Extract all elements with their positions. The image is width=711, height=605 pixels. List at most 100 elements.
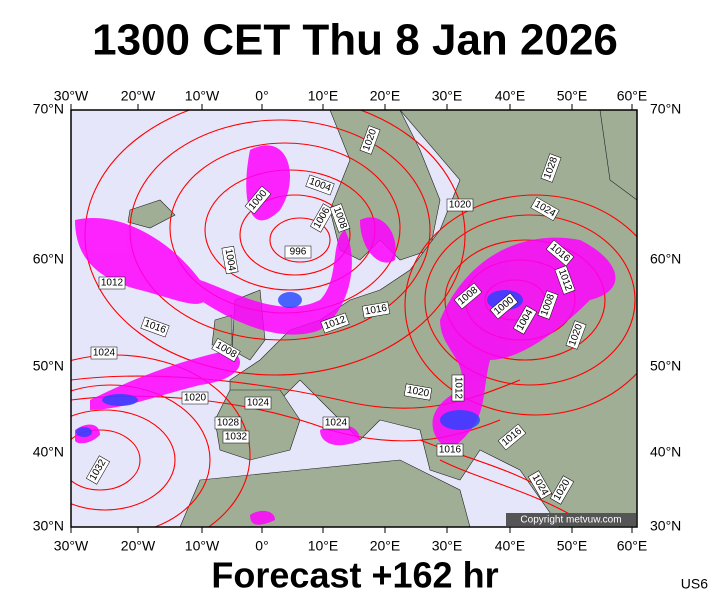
isobars (71, 110, 637, 527)
isobar-label-box (451, 374, 465, 402)
isobar-label-box (181, 391, 209, 405)
isobar-label-box (436, 443, 464, 457)
isobar-label-box (549, 475, 575, 505)
isobar-label-text: 1024 (325, 418, 348, 429)
isobar-label-box (540, 153, 562, 183)
isobar-label-text: 1032 (225, 432, 248, 443)
isobar-label-box (221, 245, 239, 275)
lon-label-top: 20°W (121, 88, 156, 104)
isobar-label: 1020 (403, 383, 433, 401)
lat-label-right: 50°N (650, 358, 681, 374)
isobar-label-box (403, 383, 433, 401)
isobar-label: 1020 (181, 391, 209, 405)
lat-label-left: 70°N (33, 101, 64, 117)
isobar-label-box (554, 265, 576, 295)
copyright: Copyright metvuw.com (520, 515, 621, 526)
lon-label-top: 40°E (495, 88, 526, 104)
isobar-label-box (309, 203, 335, 233)
lon-label-top: 10°W (185, 88, 220, 104)
isobar-label: 1004 (221, 245, 239, 275)
isobar-label-text: 1020 (449, 200, 472, 211)
isobar-label: 996 (284, 245, 312, 259)
lon-label-bottom: 10°E (308, 538, 339, 554)
isobar-label-text: 1020 (184, 393, 207, 404)
forecast-label: Forecast +162 hr (211, 555, 498, 596)
isobar-label-text: 1020 (406, 385, 430, 400)
isobar-label-box (211, 337, 241, 363)
lat-label-right: 30°N (650, 518, 681, 534)
isobar-label-text: 1012 (101, 278, 124, 289)
lon-label-top: 50°E (557, 88, 588, 104)
lat-label-right: 40°N (650, 444, 681, 460)
isobar-label: 1012 (451, 374, 465, 402)
lat-label-right: 60°N (650, 251, 681, 267)
isobar-label-box (537, 290, 559, 320)
isobar-label-box (214, 416, 242, 430)
isobar-label-box (545, 239, 575, 267)
lon-label-bottom: 50°E (557, 538, 588, 554)
isobar-label-text: 1012 (452, 377, 463, 400)
isobar-label-box (305, 174, 335, 196)
isobar-label: 1032 (222, 430, 250, 444)
isobar-label-text: 1024 (93, 348, 116, 359)
lon-label-top: 0° (255, 88, 268, 104)
isobar-label: 1012 (98, 276, 126, 290)
model-code: US6 (681, 576, 708, 592)
lat-label-right: 70°N (650, 101, 681, 117)
isobar-label: 1020 (446, 198, 474, 212)
lon-label-bottom: 20°W (121, 538, 156, 554)
isobar-label-box (90, 346, 118, 360)
isobar-label-box (244, 185, 272, 215)
lon-label-top: 30°E (432, 88, 463, 104)
isobar-label-box (140, 316, 170, 338)
isobar-label-box (489, 292, 519, 320)
copyright-box (506, 513, 636, 526)
isobar-label-text: 1028 (217, 418, 240, 429)
isobar-label: 1016 (361, 301, 391, 319)
lon-label-top: 20°E (370, 88, 401, 104)
isobar-label-box (244, 396, 272, 410)
isobar-label-box (329, 203, 351, 233)
isobar-label-box (322, 416, 350, 430)
lat-label-left: 40°N (33, 444, 64, 460)
isobar-label-text: 1016 (364, 303, 388, 318)
isobar-label-box (530, 196, 560, 222)
lat-label-left: 60°N (33, 251, 64, 267)
isobar-label: 1024 (322, 416, 350, 430)
isobar-label: 1016 (436, 443, 464, 457)
isobar-label-box (361, 301, 391, 319)
isobar-label-box (446, 198, 474, 212)
lon-label-bottom: 40°E (495, 538, 526, 554)
isobar-label-box (320, 312, 350, 334)
isobar-label: 1024 (244, 396, 272, 410)
title: 1300 CET Thu 8 Jan 2026 (92, 16, 618, 65)
lon-label-bottom: 0° (255, 538, 268, 554)
map-frame (70, 109, 638, 528)
lon-label-top: 60°E (617, 88, 648, 104)
lat-label-left: 30°N (33, 518, 64, 534)
isobar-label-box (222, 430, 250, 444)
isobar-label: 1028 (214, 416, 242, 430)
isobar-label-box (527, 470, 553, 500)
lon-label-bottom: 60°E (617, 538, 648, 554)
isobar-label-box (284, 245, 312, 259)
isobar-label-text: 1016 (439, 445, 462, 456)
isobar-label-box (85, 455, 111, 485)
isobar-label-text: 996 (290, 247, 307, 258)
isobar-label-box (453, 282, 483, 310)
lon-label-bottom: 10°W (185, 538, 220, 554)
lon-label-top: 10°E (308, 88, 339, 104)
isobar-label: 1024 (90, 346, 118, 360)
isobar-label-box (565, 320, 587, 350)
lon-label-bottom: 20°E (370, 538, 401, 554)
axis-labels: 30°W 30°W 20°W 20°W 10°W 10°W 0° 0° 10°E 10°E 20°E… (33, 88, 682, 554)
isobar-label-box (512, 305, 538, 335)
lon-label-top: 30°W (54, 88, 89, 104)
isobar-label-text: 1024 (247, 398, 270, 409)
lon-label-bottom: 30°W (54, 538, 89, 554)
lat-label-left: 50°N (33, 358, 64, 374)
isobar-label-box (497, 423, 527, 451)
